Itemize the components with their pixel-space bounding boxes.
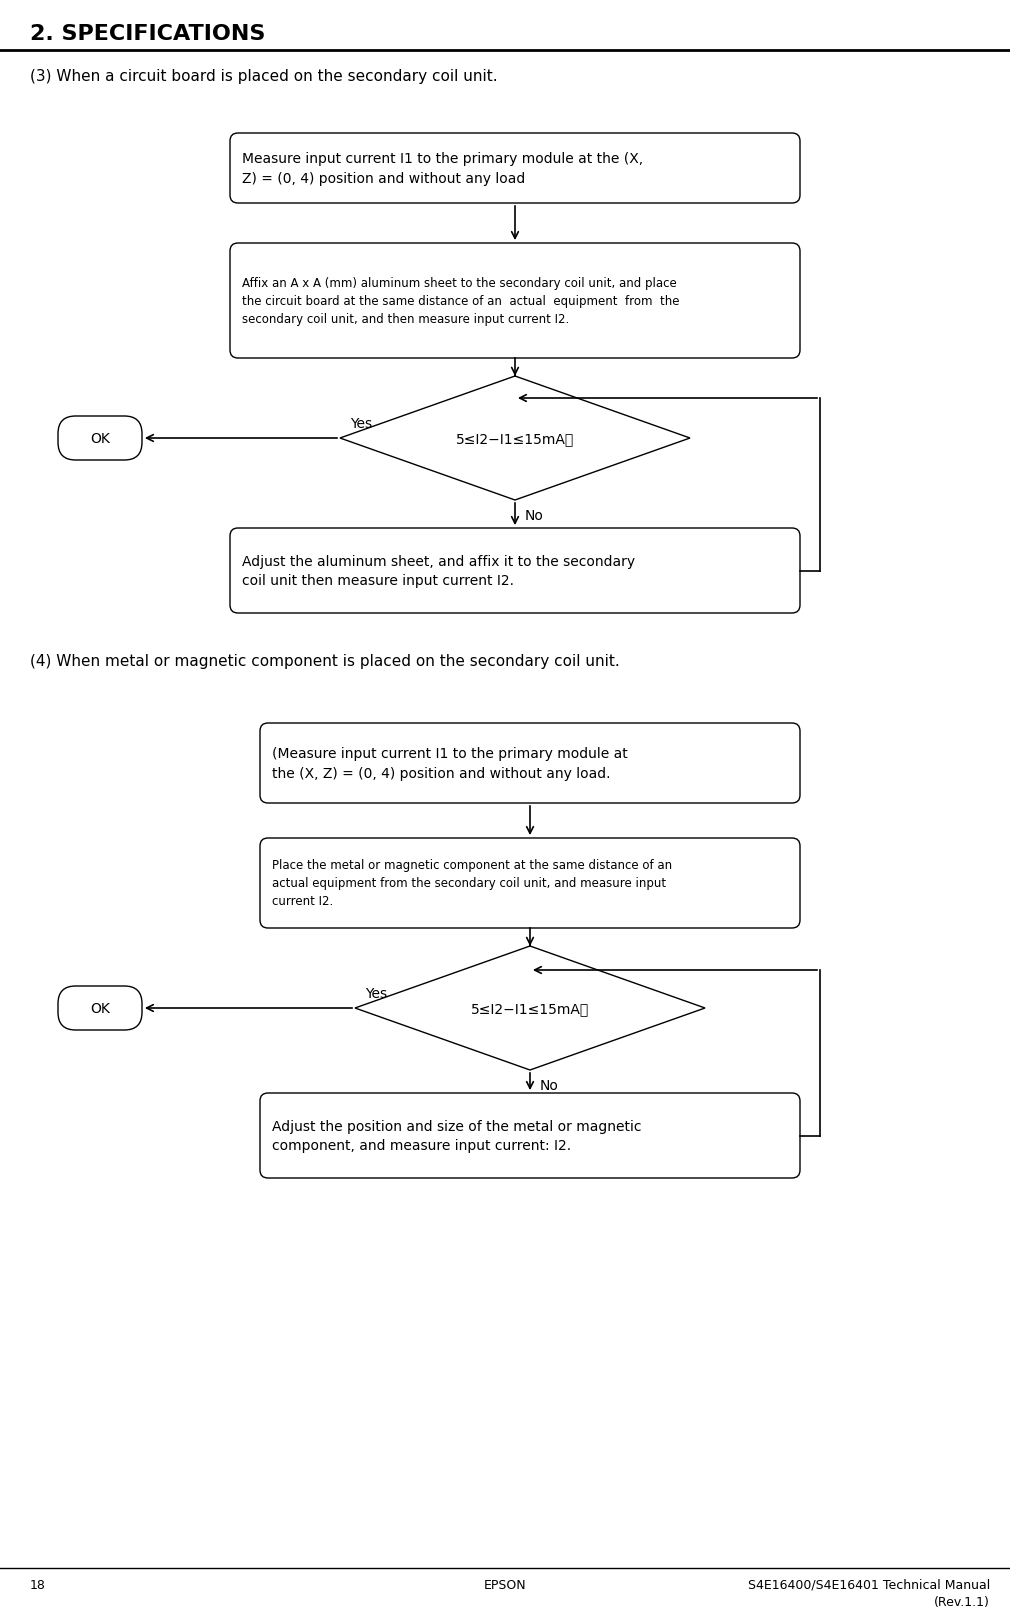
FancyBboxPatch shape <box>260 724 800 803</box>
Text: EPSON: EPSON <box>484 1578 526 1591</box>
FancyBboxPatch shape <box>260 839 800 928</box>
Text: 2. SPECIFICATIONS: 2. SPECIFICATIONS <box>30 24 266 44</box>
Text: 5≤I2−I1≤15mA？: 5≤I2−I1≤15mA？ <box>456 432 574 446</box>
Text: Affix an A x A (mm) aluminum sheet to the secondary coil unit, and place
the cir: Affix an A x A (mm) aluminum sheet to th… <box>242 278 680 326</box>
Text: S4E16400/S4E16401 Technical Manual
(Rev.1.1): S4E16400/S4E16401 Technical Manual (Rev.… <box>747 1578 990 1608</box>
Text: (Measure input current I1 to the primary module at
the (X, Z) = (0, 4) position : (Measure input current I1 to the primary… <box>272 747 628 781</box>
Text: Adjust the aluminum sheet, and affix it to the secondary
coil unit then measure : Adjust the aluminum sheet, and affix it … <box>242 555 635 588</box>
FancyBboxPatch shape <box>230 529 800 613</box>
FancyBboxPatch shape <box>230 243 800 359</box>
Text: Yes: Yes <box>350 417 372 430</box>
Text: 18: 18 <box>30 1578 45 1591</box>
Text: No: No <box>540 1078 559 1092</box>
FancyBboxPatch shape <box>230 135 800 204</box>
FancyBboxPatch shape <box>58 987 142 1031</box>
Text: Place the metal or magnetic component at the same distance of an
actual equipmen: Place the metal or magnetic component at… <box>272 859 672 907</box>
Text: (3) When a circuit board is placed on the secondary coil unit.: (3) When a circuit board is placed on th… <box>30 68 498 84</box>
Polygon shape <box>340 377 690 500</box>
Text: Measure input current I1 to the primary module at the (X,
Z) = (0, 4) position a: Measure input current I1 to the primary … <box>242 153 643 185</box>
Polygon shape <box>355 946 705 1070</box>
FancyBboxPatch shape <box>58 417 142 461</box>
Text: OK: OK <box>90 432 110 446</box>
Text: (4) When metal or magnetic component is placed on the secondary coil unit.: (4) When metal or magnetic component is … <box>30 654 620 669</box>
Text: Adjust the position and size of the metal or magnetic
component, and measure inp: Adjust the position and size of the meta… <box>272 1120 641 1152</box>
Text: OK: OK <box>90 1001 110 1016</box>
Text: 5≤I2−I1≤15mA？: 5≤I2−I1≤15mA？ <box>471 1001 589 1016</box>
FancyBboxPatch shape <box>260 1094 800 1178</box>
Text: Yes: Yes <box>365 987 387 1000</box>
Text: No: No <box>525 508 543 523</box>
